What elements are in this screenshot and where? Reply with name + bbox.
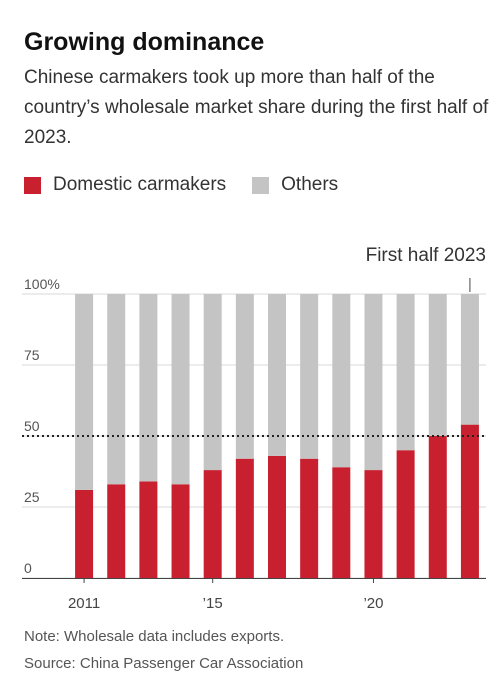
bar-others xyxy=(171,294,190,485)
bar-others xyxy=(364,294,383,471)
bar-others xyxy=(139,294,158,482)
legend-label-domestic: Domestic carmakers xyxy=(53,174,227,195)
annotation-first-half-2023: First half 2023 xyxy=(366,245,486,266)
bar-others xyxy=(332,294,351,468)
bar-domestic xyxy=(203,470,222,578)
bar-others xyxy=(75,294,94,490)
legend-swatch-others xyxy=(252,176,270,194)
bar-others xyxy=(396,294,415,451)
legend: Domestic carmakers Others xyxy=(24,174,364,196)
y-tick-label: 0 xyxy=(24,560,32,576)
legend-label-others: Others xyxy=(281,174,339,195)
bar-others xyxy=(203,294,222,471)
y-tick-label: 100% xyxy=(24,276,60,292)
y-tick-label: 25 xyxy=(24,489,40,505)
bar-domestic xyxy=(364,470,383,578)
bar-others xyxy=(460,294,479,425)
bar-domestic xyxy=(396,450,415,578)
source-text: Source: China Passenger Car Association xyxy=(24,655,304,672)
bar-domestic xyxy=(171,484,190,578)
y-tick-label: 75 xyxy=(24,347,40,363)
bar-others xyxy=(235,294,254,459)
bar-others xyxy=(268,294,286,456)
legend-swatch-domestic xyxy=(24,176,41,194)
legend-item-others: Others xyxy=(252,174,338,196)
bar-domestic xyxy=(75,489,94,578)
chart-title: Growing dominance xyxy=(24,28,265,56)
bar-domestic xyxy=(235,458,254,578)
bar-others xyxy=(300,294,319,459)
bar-domestic xyxy=(428,436,447,578)
bar-others xyxy=(107,294,126,485)
bar-domestic xyxy=(332,467,351,578)
legend-item-domestic: Domestic carmakers xyxy=(24,174,226,196)
y-tick-label: 50 xyxy=(24,418,40,434)
x-tick-label: ’15 xyxy=(203,595,223,612)
chart-subtitle: Chinese carmakers took up more than half… xyxy=(24,67,489,148)
bar-domestic xyxy=(107,484,126,578)
note-text: Note: Wholesale data includes exports. xyxy=(24,628,285,645)
x-tick-label: 2011 xyxy=(68,595,100,612)
bar-domestic xyxy=(460,424,479,578)
bar-domestic xyxy=(139,481,158,578)
bar-others xyxy=(428,294,447,436)
bar-domestic xyxy=(268,455,286,578)
bar-domestic xyxy=(300,458,319,578)
x-tick-label: ’20 xyxy=(363,595,383,612)
